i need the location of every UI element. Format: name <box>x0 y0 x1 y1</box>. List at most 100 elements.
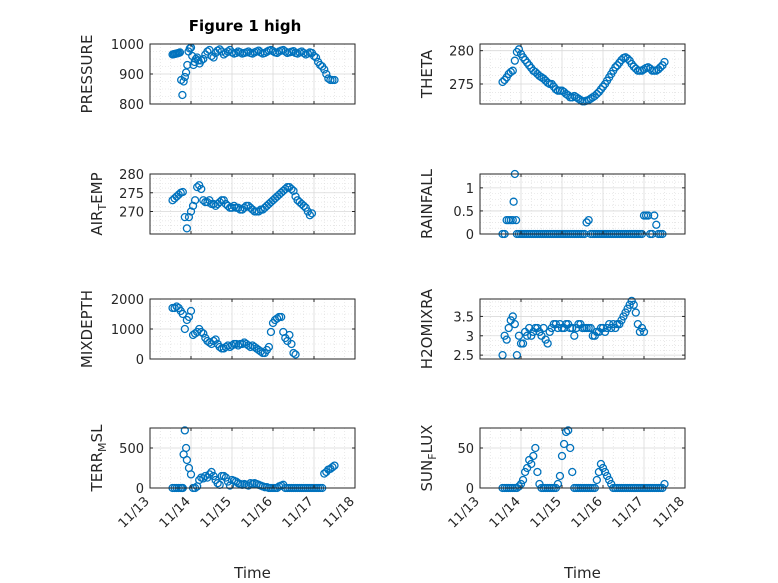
theta-point <box>572 93 581 102</box>
sun_flux-ytick-label: 0 <box>466 482 474 497</box>
air_temp-point <box>223 201 233 211</box>
h2omixra-point <box>629 300 638 309</box>
pressure-point <box>320 65 329 74</box>
h2omixra-point <box>570 331 579 340</box>
air_temp-point <box>197 184 206 194</box>
mixdepth-point <box>231 339 241 349</box>
terr_msl-point <box>330 461 339 470</box>
sun_flux-point <box>555 471 565 481</box>
h2omixra-ylabel: H2OMIXRA <box>418 288 436 369</box>
air_temp-point <box>281 184 290 194</box>
pressure-point <box>281 47 290 56</box>
mixdepth-point <box>272 314 282 323</box>
h2omixra-axes-box <box>479 298 686 360</box>
mixdepth-point <box>287 339 296 349</box>
terr_msl-ytick-label: 500 <box>119 442 144 457</box>
sun_flux-point <box>592 475 601 485</box>
pressure-point <box>185 44 194 53</box>
terr_msl-ytick-label: 0 <box>136 482 144 497</box>
sun_flux-xlabel: Time <box>563 564 601 582</box>
sun_flux-point <box>527 459 536 469</box>
terr_msl-xtick-label: 11/14 <box>157 494 194 531</box>
terr_msl-point <box>205 470 214 479</box>
sun_flux-xtick-label: 11/13 <box>446 494 483 531</box>
terr_msl-point <box>223 477 233 486</box>
sun_flux-point <box>557 451 567 461</box>
air_temp-point <box>227 203 237 212</box>
pressure-point <box>309 51 319 61</box>
h2omixra-point <box>631 308 640 317</box>
air_temp-point <box>180 212 190 222</box>
theta-axes-box <box>479 43 686 105</box>
rainfall-ytick-label: 0.5 <box>453 205 474 220</box>
pressure-ytick-label: 900 <box>119 68 144 83</box>
terr_msl-ylabel: TERRMSL <box>88 424 109 493</box>
mixdepth-point <box>291 350 300 359</box>
h2omixra-point <box>514 331 524 340</box>
sun_flux-point <box>529 451 538 461</box>
sun_flux-point <box>520 467 530 477</box>
pressure-ytick-label: 800 <box>119 98 144 113</box>
terr_msl-point <box>186 470 196 479</box>
pressure-point <box>315 60 325 70</box>
theta-point <box>570 91 579 101</box>
mixdepth-point <box>285 330 294 340</box>
mixdepth-point <box>215 342 224 352</box>
pressure-point <box>180 72 190 82</box>
theta-point <box>592 89 601 99</box>
theta-point <box>586 94 595 103</box>
terr_msl-xtick-label: 11/17 <box>280 494 317 531</box>
terr_msl-xtick-label: 11/16 <box>239 494 276 531</box>
air_temp-point <box>233 203 243 212</box>
theta-ytick-label: 275 <box>449 78 474 93</box>
theta-point <box>508 66 517 75</box>
pressure-ylabel: PRESSURE <box>78 35 96 114</box>
sun_flux-axes-box <box>479 427 686 489</box>
terr_msl-point <box>215 480 224 489</box>
h2omixra-point <box>568 323 577 333</box>
terr_msl-point <box>181 443 191 453</box>
air_temp-point <box>305 211 315 220</box>
air_temp-ytick-label: 270 <box>119 206 144 221</box>
pressure-point <box>289 47 298 56</box>
sun_flux-point <box>568 467 577 477</box>
h2omixra-point <box>539 323 548 333</box>
theta-point <box>535 71 544 81</box>
air_temp-point <box>186 207 196 216</box>
rainfall-point <box>511 216 521 225</box>
theta-point <box>656 63 665 72</box>
h2omixra-point <box>504 323 513 333</box>
sun_flux-ytick-label: 50 <box>457 442 474 457</box>
theta-point <box>564 91 573 100</box>
rainfall-point <box>509 197 518 206</box>
mixdepth-ytick-label: 0 <box>136 353 144 368</box>
air_temp-axes-box <box>149 173 356 235</box>
sun_flux-point <box>514 482 524 491</box>
sun_flux-point <box>598 463 608 473</box>
terr_msl-point <box>328 463 337 472</box>
air_temp-point <box>299 201 308 211</box>
terr_msl-xtick-label: 11/18 <box>321 494 358 531</box>
air_temp-point <box>190 196 200 205</box>
pressure-point <box>203 47 212 56</box>
h2omixra-point <box>502 335 511 344</box>
theta-point <box>639 65 649 74</box>
rainfall-point <box>582 218 591 227</box>
rainfall-point <box>652 220 661 229</box>
theta-point <box>660 57 669 67</box>
mixdepth-point <box>289 348 298 358</box>
air_temp-point <box>192 182 202 192</box>
rainfall-point <box>643 211 653 220</box>
air_temp-point <box>182 224 192 233</box>
air_temp-point <box>254 207 263 216</box>
rainfall-point <box>584 216 593 225</box>
h2omixra-point <box>518 339 528 348</box>
mixdepth-point <box>211 335 220 344</box>
sun_flux-xtick-label: 11/18 <box>651 494 688 531</box>
rainfall-ylabel: RAINFALL <box>418 168 436 239</box>
h2omixra-ytick-label: 2.5 <box>453 349 474 364</box>
terr_msl-xtick-label: 11/15 <box>198 494 235 531</box>
air_temp-point <box>229 201 239 211</box>
h2omixra-point <box>543 339 552 348</box>
